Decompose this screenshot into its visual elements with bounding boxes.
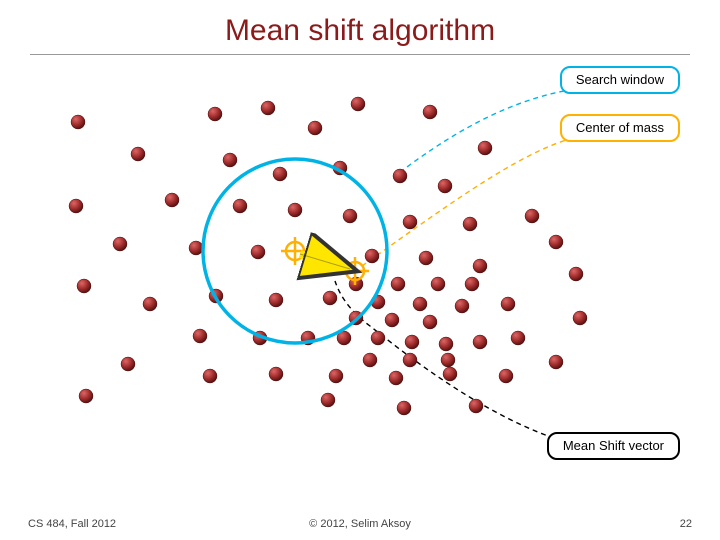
slide-title: Mean shift algorithm [0, 0, 720, 48]
label-center-of-mass: Center of mass [560, 114, 680, 142]
diagram-area: Search window Center of mass Mean Shift … [0, 66, 720, 486]
title-rule [30, 54, 690, 55]
label-mean-shift-vector: Mean Shift vector [547, 432, 680, 460]
footer-copyright: © 2012, Selim Aksoy [309, 518, 411, 530]
footer-page-number: 22 [680, 518, 692, 530]
footer-course: CS 484, Fall 2012 [28, 518, 116, 530]
label-search-window: Search window [560, 66, 680, 94]
